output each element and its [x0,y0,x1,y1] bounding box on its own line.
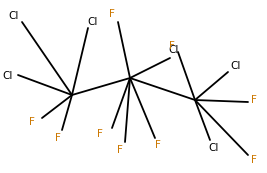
Text: F: F [55,133,61,143]
Text: F: F [155,140,161,150]
Text: Cl: Cl [3,71,13,81]
Text: Cl: Cl [209,143,219,153]
Text: F: F [251,155,257,165]
Text: Cl: Cl [9,11,19,21]
Text: F: F [97,129,103,139]
Text: Cl: Cl [231,61,241,71]
Text: F: F [251,95,257,105]
Text: F: F [117,145,123,155]
Text: F: F [109,9,115,19]
Text: Cl: Cl [169,45,179,55]
Text: F: F [29,117,35,127]
Text: Cl: Cl [88,17,98,27]
Text: F: F [169,41,175,51]
